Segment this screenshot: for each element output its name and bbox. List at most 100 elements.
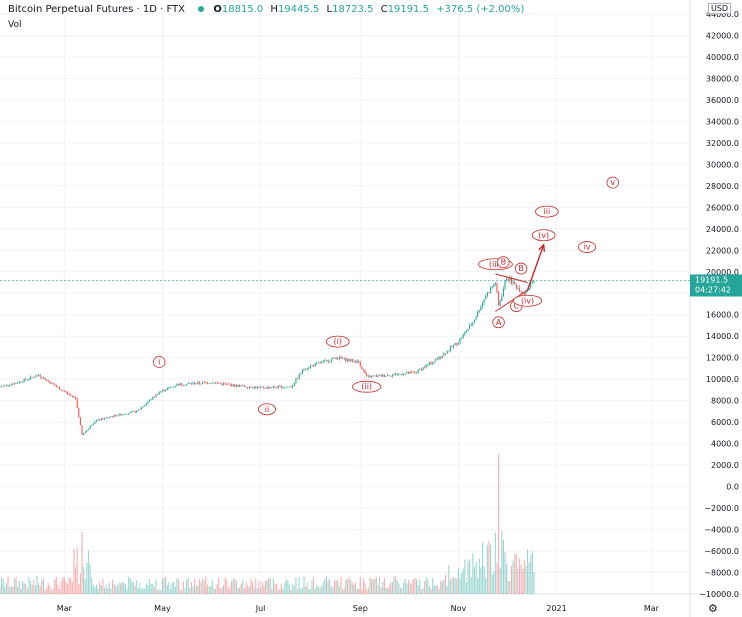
volume-bar	[470, 576, 472, 594]
candle-body	[264, 388, 266, 389]
volume-bar	[160, 589, 162, 594]
candle-body	[79, 417, 81, 426]
time-tick-label: May	[154, 604, 171, 613]
price-axis[interactable]: 44000.0 42000.0 40000.0 38000.0 36000.0 34000…	[699, 10, 739, 599]
volume-bar	[168, 581, 170, 594]
candle-body	[65, 391, 67, 393]
volume-bar	[465, 581, 467, 594]
candle-body	[324, 360, 326, 361]
candle-body	[102, 418, 104, 420]
candle-body	[319, 362, 321, 364]
candle-body	[454, 343, 456, 346]
volume-bar	[382, 581, 384, 594]
volume-bar	[351, 582, 353, 594]
volume-label[interactable]: Vol	[8, 20, 22, 30]
candle-body	[340, 357, 342, 359]
candle-body	[187, 383, 189, 384]
volume-bar	[327, 580, 329, 594]
time-axis[interactable]: Mar May Jul Sep Nov 2021 Mar	[57, 604, 660, 613]
candle-body	[0, 386, 1, 388]
volume-bar	[211, 580, 213, 594]
volume-bar	[55, 576, 57, 594]
volume-bar	[49, 585, 51, 594]
candle-body	[488, 292, 490, 294]
candle-body	[203, 382, 205, 383]
open-value: O18815.0	[213, 4, 264, 15]
volume-bar	[489, 544, 492, 594]
candle-body	[351, 359, 353, 362]
candle-body	[245, 386, 247, 388]
candle-body	[414, 372, 416, 373]
volume-bar	[317, 586, 320, 594]
candle-body	[467, 328, 469, 332]
volume-bar	[404, 578, 406, 594]
candle-body	[321, 361, 323, 364]
candle-body	[171, 386, 173, 388]
candle-body	[306, 368, 308, 370]
volume-bar	[103, 588, 106, 594]
candle-body	[211, 382, 213, 384]
candle-body	[261, 386, 263, 388]
volume-bar	[258, 581, 260, 594]
volume-bar	[121, 582, 123, 594]
candle-body	[192, 382, 194, 385]
candle-body	[274, 386, 276, 388]
volume-bar	[515, 554, 517, 594]
time-tick-label: Sep	[353, 604, 368, 613]
candle-body	[461, 338, 463, 339]
volume-bar	[102, 578, 104, 594]
volume-bar	[303, 576, 305, 594]
candle-body	[309, 365, 311, 368]
volume-bar	[70, 578, 72, 594]
candle-body	[296, 378, 299, 380]
candle-body	[224, 383, 226, 384]
symbol-title[interactable]: Bitcoin Perpetual Futures · 1D · FTX	[8, 4, 185, 15]
candle-body	[337, 358, 339, 360]
candle-body	[126, 414, 128, 415]
candle-body	[214, 382, 217, 384]
volume-bar	[369, 577, 371, 594]
candle-body	[308, 367, 310, 369]
volume-bar	[219, 589, 221, 594]
volume-bar	[71, 582, 73, 594]
candle-body	[33, 377, 35, 378]
candle-body	[515, 284, 517, 289]
candle-body	[235, 385, 237, 387]
candle-body	[472, 322, 474, 326]
candle-body	[129, 411, 131, 414]
volume-bar	[132, 581, 135, 594]
volume-bar	[192, 586, 194, 594]
candle-body	[70, 394, 72, 396]
volume-bar	[499, 567, 501, 594]
candle-body	[528, 287, 530, 291]
price-tick-label: 30000.0	[706, 160, 739, 169]
volume-bar	[189, 588, 191, 594]
symbol-header[interactable]: Bitcoin Perpetual Futures · 1D · FTX O18…	[8, 4, 524, 15]
volume-bar	[116, 585, 118, 594]
candle-body	[202, 382, 204, 384]
settings-gear-icon[interactable]: ⚙	[708, 603, 718, 615]
volume-bar	[280, 583, 283, 594]
candle-body	[483, 299, 485, 303]
volume-bar	[139, 583, 141, 594]
volume-bar	[380, 587, 382, 594]
volume-bar	[112, 579, 114, 594]
wave-label: (i)	[334, 337, 342, 346]
candle-body	[158, 392, 160, 395]
candle-body	[350, 359, 352, 361]
candle-body	[259, 386, 262, 388]
volume-bar	[456, 578, 458, 594]
volume-bar	[274, 583, 276, 594]
volume-bar	[235, 580, 237, 594]
candle-body	[428, 362, 431, 365]
wave-label-circle	[352, 380, 382, 393]
volume-bar	[441, 581, 443, 594]
volume-bar	[498, 454, 500, 594]
currency-label[interactable]: USD	[708, 3, 732, 14]
candle-body	[380, 374, 382, 377]
candle-body	[54, 384, 56, 386]
candle-body	[200, 383, 202, 385]
volume-bar	[29, 581, 32, 594]
volume-bar	[145, 583, 147, 594]
